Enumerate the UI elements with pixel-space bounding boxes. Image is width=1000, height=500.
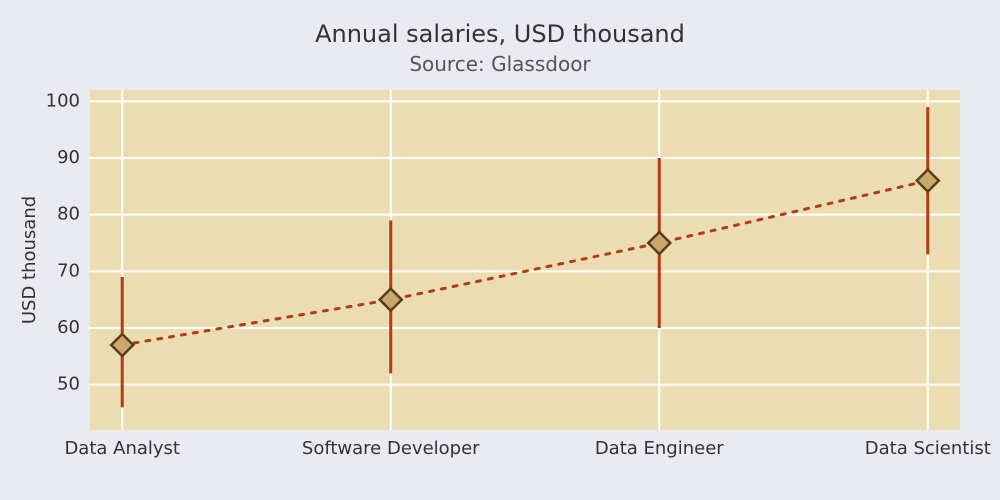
plot-area — [90, 90, 960, 430]
xtick-label: Data Engineer — [595, 438, 724, 459]
ytick-label: 60 — [57, 317, 80, 338]
chart-svg: 50 60 70 80 90 100 Data Analyst Software Develo… — [0, 0, 1000, 500]
xtick-label: Data Analyst — [64, 438, 180, 459]
y-axis-label: USD thousand — [19, 196, 40, 324]
ytick-label: 80 — [57, 204, 80, 225]
ytick-label: 100 — [46, 90, 80, 111]
ytick-label: 50 — [57, 374, 80, 395]
ytick-label: 70 — [57, 260, 80, 281]
chart-container: Annual salaries, USD thousand Source: Gl… — [0, 0, 1000, 500]
ytick-label: 90 — [57, 147, 80, 168]
xtick-label: Software Developer — [302, 438, 480, 459]
xtick-label: Data Scientist — [865, 438, 991, 459]
